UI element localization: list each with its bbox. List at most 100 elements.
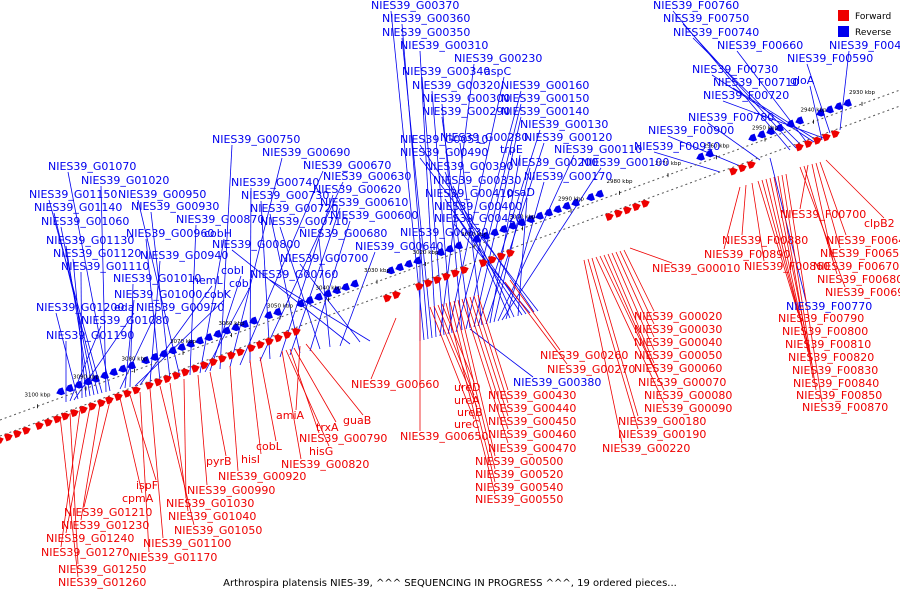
reverse-gene-arrow-shape — [595, 189, 604, 198]
reverse-gene-label: NIES39_G00600 — [330, 209, 418, 222]
reverse-gene-label: NIES39_F00730 — [692, 63, 778, 76]
forward-gene-label: ureA — [454, 394, 480, 407]
reverse-gene-arrow — [775, 123, 784, 132]
reverse-gene-label: NIES39_F00900 — [648, 124, 734, 137]
reverse-gene-label: NIES39_G00200 — [510, 156, 598, 169]
reverse-gene-arrow — [535, 211, 544, 220]
forward-gene-label: NIES39_G00070 — [638, 376, 726, 389]
forward-gene-label: ureC — [454, 418, 480, 431]
kbp-tick-label: 2970 kbp — [655, 161, 681, 167]
reverse-gene-arrow-shape — [445, 244, 454, 253]
reverse-gene-label: NIES39_G00740 — [231, 176, 319, 189]
reverse-gene-arrow — [314, 292, 323, 301]
forward-gene-arrow — [22, 426, 31, 435]
forward-gene-label: NIES39_G00020 — [634, 310, 722, 323]
forward-gene-arrow-shape — [747, 160, 756, 169]
forward-gene-arrow-shape — [506, 249, 515, 258]
reverse-gene-arrow — [705, 149, 714, 158]
reverse-gene-arrow-shape — [323, 289, 332, 298]
reverse-gene-label: NIES39_G00530 — [400, 226, 488, 239]
forward-gene-label: trxA — [316, 421, 339, 434]
forward-gene-arrow — [795, 143, 804, 152]
forward-gene-arrow-shape — [247, 344, 256, 353]
forward-gene-label: NIES39_G00220 — [602, 442, 690, 455]
forward-gene-leader — [249, 359, 262, 455]
forward-gene-leader — [509, 279, 561, 351]
reverse-gene-label: NIES39_F00760 — [653, 0, 739, 12]
forward-gene-label: NIES39_G00470 — [488, 442, 576, 455]
forward-gene-arrow — [433, 276, 442, 285]
forward-gene-leader — [741, 184, 747, 236]
forward-gene-arrow-shape — [451, 269, 460, 278]
forward-gene-arrow — [97, 399, 106, 408]
forward-gene-leader — [229, 365, 239, 472]
kbp-tick-label: 3020 kbp — [413, 250, 439, 256]
reverse-gene-arrow-shape — [341, 282, 350, 291]
forward-gene-label: NIES39_G00430 — [488, 389, 576, 402]
forward-gene-label: NIES39_G00990 — [187, 484, 275, 497]
forward-gene-label: NIES39_F00880 — [722, 234, 808, 247]
forward-gene-arrow-shape — [53, 415, 62, 424]
kbp-tick-labels: 2930 kbp 2940 kbp 2950 kbp 2960 kbp 2970 kbp… — [25, 90, 876, 398]
forward-gene-arrow-shape — [123, 389, 132, 398]
reverse-gene-label: NIES39_G00970 — [136, 301, 224, 314]
reverse-gene-arrow-shape — [395, 263, 404, 271]
reverse-gene-arrow-shape — [481, 231, 490, 240]
forward-gene-arrow — [813, 136, 822, 145]
reverse-gene-label: NIES39_G01150 — [29, 188, 117, 201]
forward-gene-arrow — [53, 415, 62, 424]
kbp-tick-label: 2950 kbp — [752, 126, 778, 132]
reverse-gene-arrow — [795, 116, 804, 125]
forward-gene-arrow-shape — [35, 422, 44, 430]
reverse-gene-arrow-shape — [517, 218, 526, 227]
reverse-gene-label: NIES39_G01010 — [113, 272, 201, 285]
reverse-gene-arrow-shape — [843, 98, 852, 107]
reverse-gene-leader — [419, 157, 539, 312]
forward-gene-leader — [477, 294, 509, 391]
reverse-gene-leader — [732, 87, 819, 142]
forward-gene-leader — [209, 371, 227, 457]
forward-gene-arrow-shape — [200, 361, 209, 370]
forward-gene-label: NIES39_G00650 — [400, 430, 488, 443]
reverse-gene-label: NIES39_G00390 — [425, 160, 513, 173]
forward-gene-leader — [615, 251, 655, 338]
reverse-gene-leader — [339, 251, 376, 347]
forward-gene-leader — [69, 412, 79, 565]
reverse-gene-arrow-shape — [264, 311, 273, 320]
forward-gene-label: NIES39_F00650 — [820, 247, 900, 260]
forward-gene-arrow — [13, 430, 22, 439]
forward-gene-leader — [370, 317, 397, 380]
forward-gene-arrow — [4, 433, 13, 442]
reverse-gene-leader — [505, 181, 545, 320]
forward-gene-leader — [465, 297, 509, 430]
forward-gene-leader — [83, 400, 111, 508]
reverse-gene-leader — [401, 37, 433, 339]
forward-gene-label: amiA — [276, 409, 305, 422]
forward-gene-label: NIES39_G01270 — [41, 546, 129, 559]
reverse-gene-leader — [653, 151, 721, 173]
forward-gene-label: cpmA — [122, 492, 154, 505]
forward-gene-leader — [433, 305, 478, 408]
reverse-gene-arrow — [445, 244, 454, 253]
reverse-gene-arrow — [350, 279, 359, 288]
forward-gene-arrow-shape — [433, 276, 442, 285]
reverse-gene-leader — [421, 76, 445, 336]
reverse-gene-arrow-shape — [177, 342, 186, 351]
forward-gene-arrow — [415, 282, 424, 291]
forward-gene-arrow-shape — [614, 209, 623, 218]
forward-gene-arrow-shape — [105, 396, 114, 405]
reverse-gene-arrow-shape — [100, 371, 109, 380]
reverse-gene-label: NIES39_G00410 — [425, 187, 513, 200]
reverse-gene-label: hemL — [192, 274, 223, 287]
reverse-gene-label: NIES39_G01110 — [61, 260, 149, 273]
forward-gene-arrow-shape — [488, 255, 497, 264]
forward-gene-arrow — [154, 378, 163, 387]
reverse-gene-arrow-shape — [499, 224, 508, 233]
forward-gene-label: NIES39_G01230 — [61, 519, 149, 532]
reverse-gene-leader — [431, 90, 453, 334]
forward-gene-arrow — [738, 164, 747, 173]
forward-gene-label: NIES39_G00190 — [618, 428, 706, 441]
reverse-gene-label: NIES39_G01130 — [46, 234, 134, 247]
forward-gene-arrow — [44, 418, 53, 427]
forward-gene-label: NIES39_G00090 — [644, 402, 732, 415]
